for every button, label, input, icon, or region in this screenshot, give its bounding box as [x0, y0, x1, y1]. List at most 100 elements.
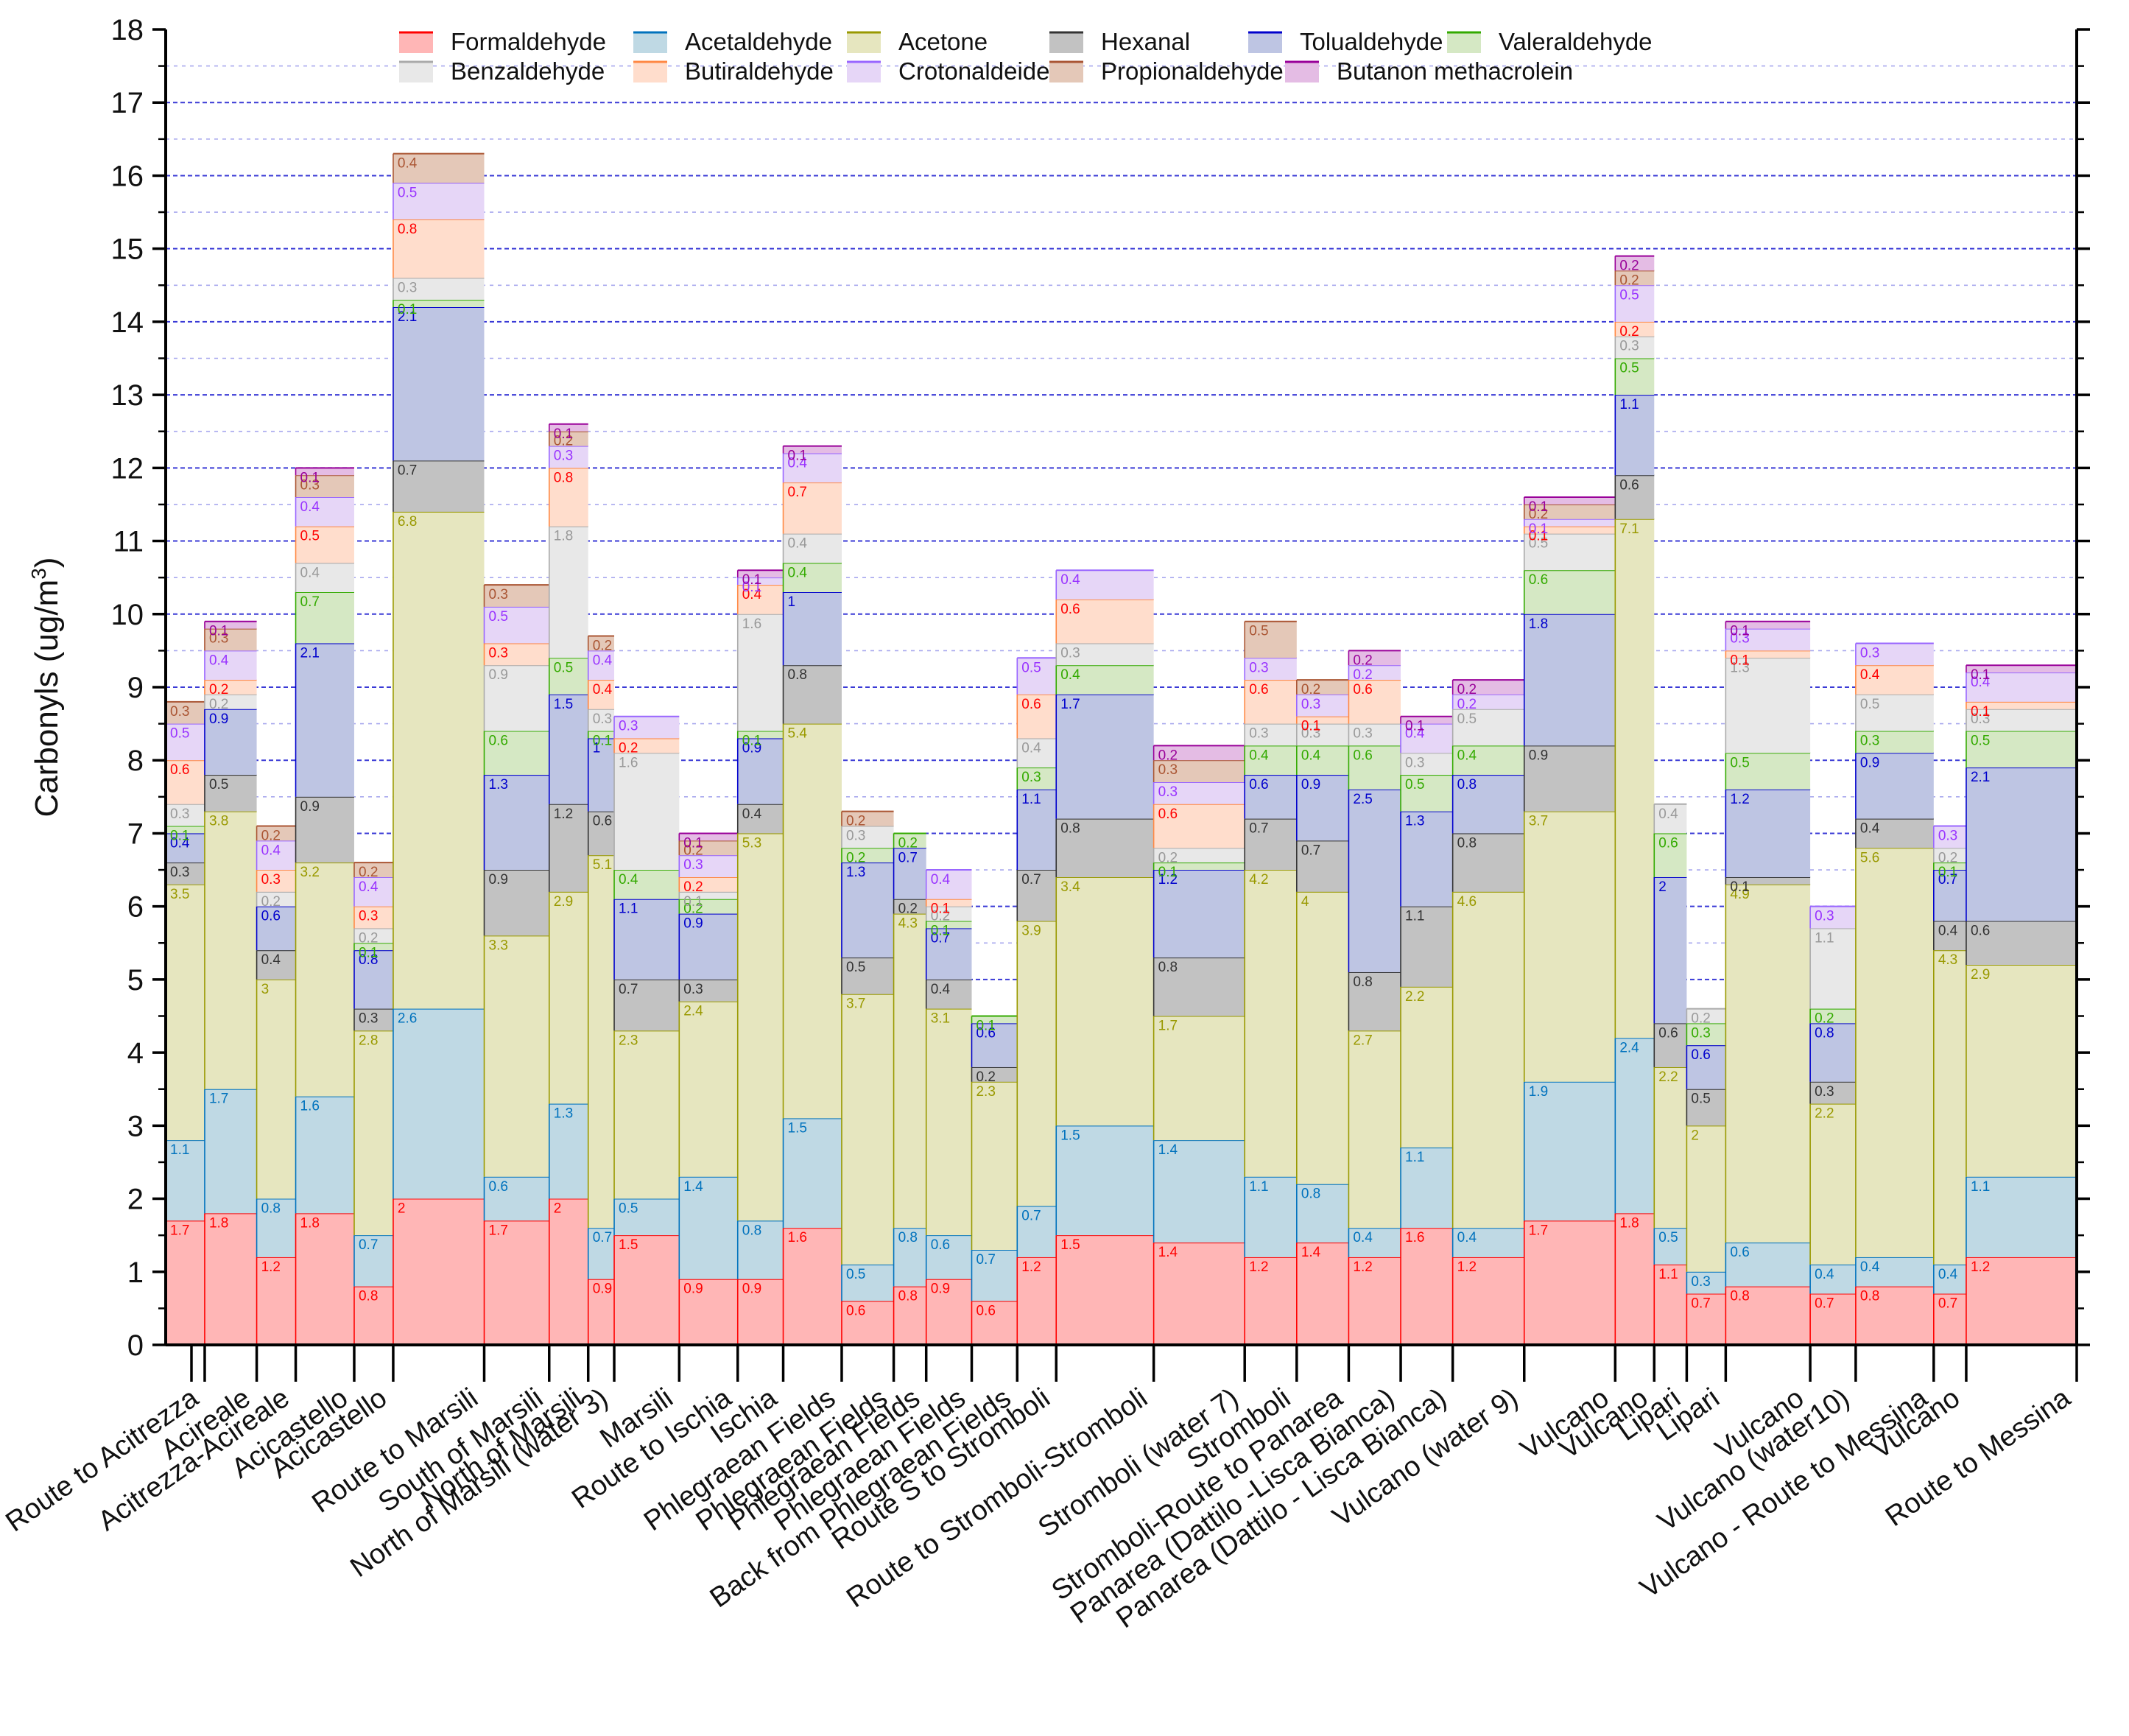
bar-segment	[679, 1176, 738, 1279]
data-label: 0.7	[300, 594, 320, 610]
legend-entry: Propionaldehyde	[1101, 57, 1284, 85]
bar-segment	[549, 694, 588, 804]
bar-segment	[549, 658, 588, 695]
bar-segment	[256, 1257, 296, 1345]
bar-segment	[1810, 1293, 1856, 1345]
data-label: 0.6	[1249, 682, 1268, 697]
bar-segment	[926, 979, 972, 1009]
bar-segment	[1966, 665, 2077, 673]
bar-segment	[971, 1250, 1018, 1301]
legend-entry: Acetone	[898, 28, 988, 55]
data-label: 0.9	[683, 916, 703, 932]
data-label: 1.6	[619, 755, 638, 770]
bar-segment	[1810, 1081, 1856, 1104]
bar-segment	[1401, 1148, 1453, 1229]
data-label: 3.9	[1021, 924, 1041, 939]
bar-segment	[1933, 950, 1966, 1265]
bar-segment	[1401, 811, 1453, 907]
bar-segment	[204, 1089, 257, 1214]
data-label: 0.6	[170, 762, 189, 778]
data-label: 0.3	[846, 829, 865, 844]
bar-segment	[393, 300, 485, 308]
data-label: 0.1	[1158, 865, 1178, 880]
data-label: 0.2	[261, 829, 281, 844]
data-label: 0.6	[261, 909, 281, 924]
bar-segment	[926, 1008, 972, 1236]
bar-segment	[926, 928, 972, 980]
data-label: 0.4	[1060, 572, 1080, 588]
bar-segment	[614, 979, 680, 1031]
data-label: 0.7	[1691, 1296, 1710, 1312]
legend-swatch	[1447, 32, 1481, 53]
data-label: 0.8	[1730, 1289, 1749, 1304]
data-label: 0.6	[1158, 806, 1178, 822]
bar-segment	[256, 979, 296, 1199]
data-label: 0.7	[898, 850, 918, 865]
bar-segment	[1615, 256, 1655, 271]
bar-segment	[1401, 775, 1453, 812]
bar-segment	[783, 723, 842, 1119]
legend-swatch	[847, 62, 881, 82]
legend-swatch	[1285, 62, 1319, 82]
data-label: 1.3	[489, 777, 508, 793]
legend-swatch	[633, 62, 667, 82]
bar-segment	[1296, 745, 1349, 776]
data-label: 0.1	[398, 302, 417, 317]
data-label: 0.4	[1971, 675, 1991, 690]
bar-segment	[1933, 862, 1966, 871]
data-label: 2	[398, 1201, 406, 1217]
data-label: 1.6	[788, 1230, 807, 1245]
data-label: 3.3	[489, 938, 508, 953]
bar-segment	[1056, 570, 1154, 600]
data-label: 1.1	[1658, 1267, 1678, 1282]
bar-segment	[166, 760, 205, 804]
bar-segment	[1153, 1243, 1245, 1345]
data-label: 0.4	[931, 982, 951, 997]
bar-segment	[614, 870, 680, 899]
data-label: 0.6	[489, 734, 508, 749]
data-label: 0.4	[398, 156, 418, 172]
data-label: 1.1	[1021, 792, 1041, 807]
bar-segment	[1855, 818, 1934, 848]
data-label: 0.5	[1691, 1092, 1710, 1107]
y-tick-label: 11	[113, 526, 144, 558]
data-label: 0.3	[1158, 762, 1178, 778]
data-label: 0.1	[742, 572, 761, 588]
data-label: 0.7	[1021, 1208, 1041, 1223]
bar-segment	[393, 278, 485, 301]
bar-segment	[1056, 1235, 1154, 1345]
data-label: 0.9	[1860, 755, 1879, 770]
bar-segment	[1348, 723, 1401, 746]
data-label: 0.5	[170, 726, 189, 742]
bar-segment	[295, 526, 354, 563]
y-tick-label: 7	[127, 818, 144, 850]
bar-segment	[737, 1279, 784, 1345]
bar-segment	[1452, 1257, 1524, 1345]
bar-segment	[1056, 694, 1154, 819]
bar-segment	[353, 928, 393, 943]
bar-segment	[841, 994, 894, 1265]
segment-labels: 1.71.13.50.30.40.10.30.60.50.31.81.73.80…	[170, 156, 1991, 1319]
data-label: 2.9	[1971, 967, 1990, 983]
bar-segment	[549, 1198, 588, 1345]
bar-segment	[1966, 921, 2077, 966]
y-tick-label: 12	[111, 452, 144, 485]
bar-segment	[1524, 1220, 1616, 1345]
bar-segment	[971, 1016, 1018, 1024]
data-label: 1.4	[1158, 1142, 1178, 1158]
bar-segment	[353, 1030, 393, 1236]
data-label: 0.3	[1815, 909, 1834, 924]
data-label: 3.7	[1529, 814, 1548, 829]
data-label: 0.8	[1060, 821, 1080, 837]
bar-segment	[737, 577, 784, 586]
data-label: 4	[1301, 894, 1309, 910]
data-label: 0.4	[1021, 740, 1041, 756]
bar-segment	[926, 1235, 972, 1279]
bar-segment	[1153, 745, 1245, 761]
data-label: 4.9	[1730, 887, 1749, 902]
bar-segment	[1933, 1293, 1966, 1345]
data-label: 1.2	[1158, 872, 1178, 888]
data-label: 2.2	[1658, 1069, 1678, 1085]
bar-segment	[549, 891, 588, 1104]
data-label: 0.2	[898, 902, 918, 917]
